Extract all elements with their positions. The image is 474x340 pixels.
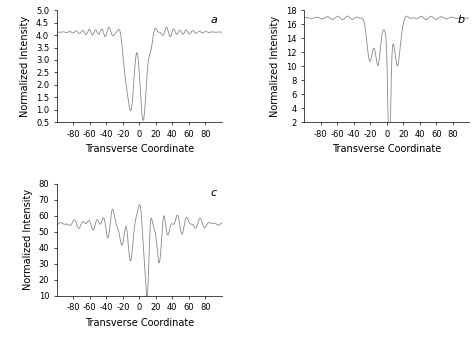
Y-axis label: Normalized Intensity: Normalized Intensity xyxy=(271,16,281,117)
Y-axis label: Normalized Intensity: Normalized Intensity xyxy=(20,16,30,117)
X-axis label: Transverse Coordinate: Transverse Coordinate xyxy=(85,318,194,328)
Y-axis label: Normalized Intensity: Normalized Intensity xyxy=(23,189,33,290)
X-axis label: Transverse Coordinate: Transverse Coordinate xyxy=(85,144,194,154)
X-axis label: Transverse Coordinate: Transverse Coordinate xyxy=(332,144,441,154)
Text: c: c xyxy=(210,188,217,198)
Text: b: b xyxy=(458,15,465,25)
Text: a: a xyxy=(210,15,217,25)
